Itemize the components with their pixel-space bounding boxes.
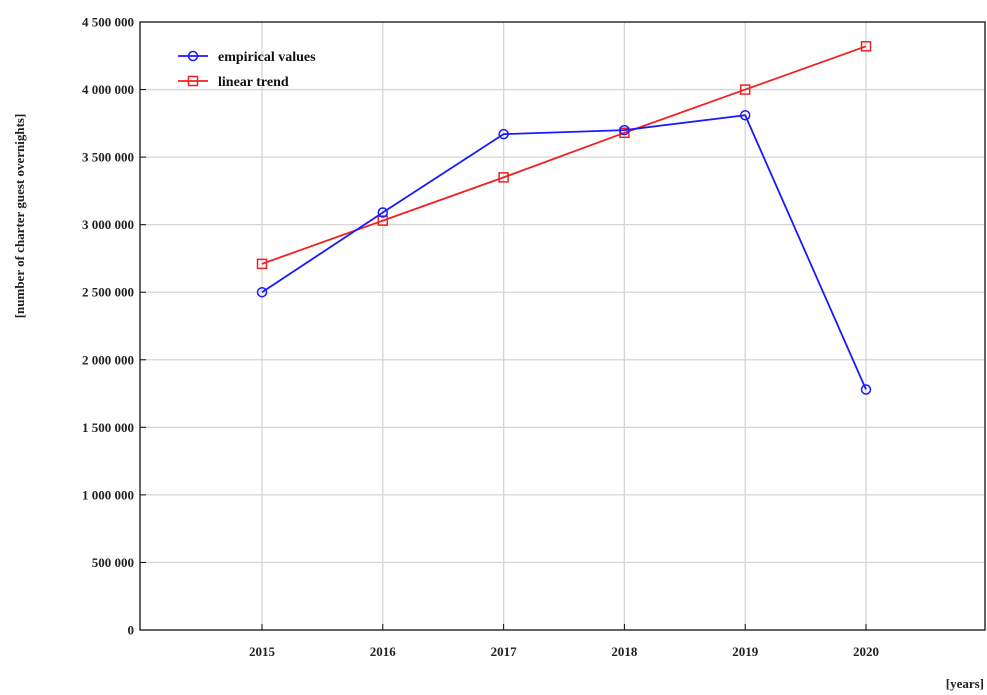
y-tick-label: 4 500 000	[82, 15, 134, 30]
legend: empirical values linear trend	[178, 50, 316, 90]
y-tick-label: 3 000 000	[82, 217, 134, 232]
x-tick-label: 2018	[611, 644, 638, 659]
data-point	[860, 41, 872, 52]
x-tick-label: 2019	[732, 644, 759, 659]
data-point	[860, 384, 872, 395]
series-line	[261, 45, 867, 265]
data-point	[256, 258, 268, 270]
x-tick-label: 2015	[249, 644, 276, 659]
series-line	[261, 114, 867, 390]
y-tick-label: 3 500 000	[82, 150, 134, 165]
x-tick-label: 2017	[491, 644, 518, 659]
legend-label: empirical values	[218, 50, 316, 65]
y-axis: 0 500 000 1 000 000 1 500 000 2 000 000 2 500…	[82, 15, 146, 638]
y-tick-label: 4 000 000	[82, 82, 134, 97]
legend-marker	[187, 75, 199, 87]
legend-marker	[187, 50, 199, 62]
data-point	[498, 172, 509, 183]
x-tick-label: 2016	[370, 644, 397, 659]
data-point	[377, 215, 389, 226]
data-point	[377, 207, 389, 218]
data-point	[739, 109, 751, 121]
x-axis: 2015 2016 2017 2018 2019 2020	[249, 624, 879, 659]
y-tick-label: 2 500 000	[82, 285, 134, 300]
data-point	[619, 124, 630, 136]
legend-label: linear trend	[218, 75, 289, 90]
x-tick-label: 2020	[853, 644, 879, 659]
y-axis-title: [number of charter guest overnights]	[12, 114, 27, 319]
data-point	[498, 128, 509, 140]
data-point	[739, 84, 751, 95]
legend-item: empirical values	[178, 50, 316, 65]
series-empirical-values	[256, 109, 872, 395]
y-tick-label: 500 000	[92, 555, 134, 570]
y-tick-label: 2 000 000	[82, 352, 134, 367]
y-tick-label: 0	[128, 623, 135, 638]
legend-item: linear trend	[178, 75, 289, 90]
y-tick-label: 1 000 000	[82, 487, 134, 502]
series-linear-trend	[256, 41, 872, 270]
plot-frame	[139, 21, 986, 631]
x-axis-title: [years]	[946, 676, 984, 691]
y-tick-label: 1 500 000	[82, 420, 134, 435]
grid-layer	[140, 22, 985, 630]
series-layer	[256, 41, 872, 395]
data-point	[256, 286, 268, 298]
